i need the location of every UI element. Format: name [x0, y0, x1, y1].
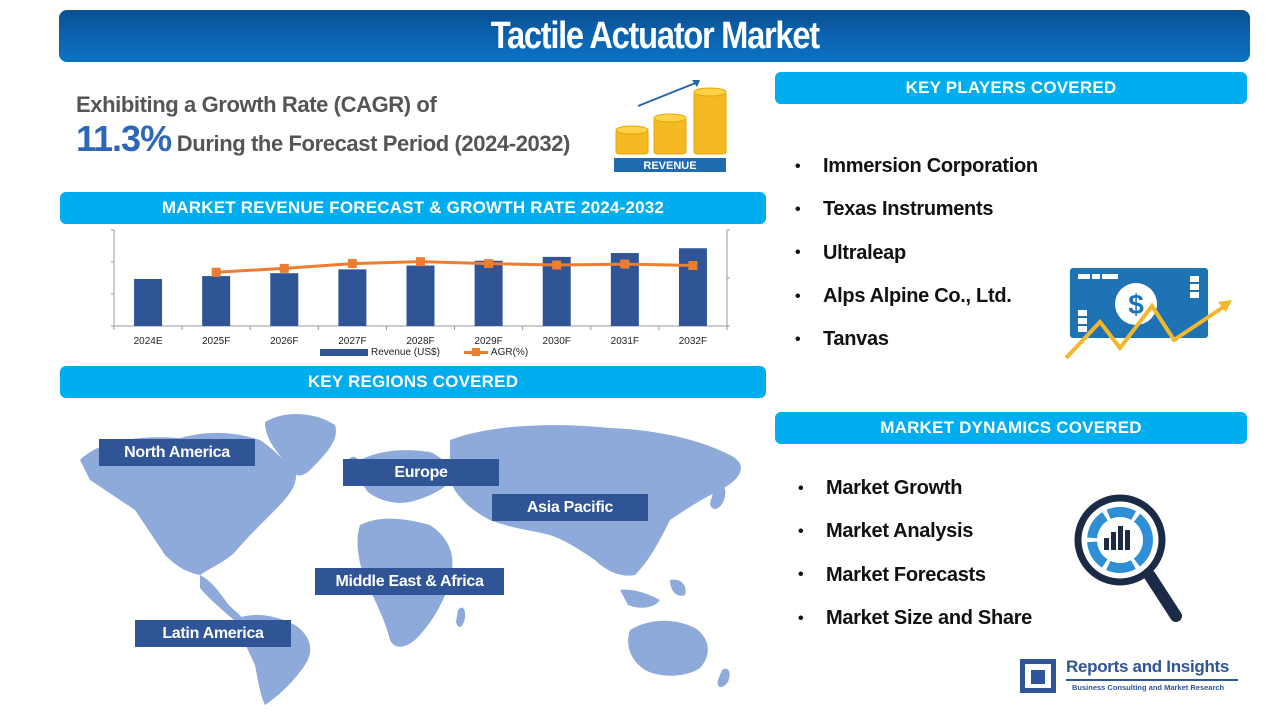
- player-item: • Texas Instruments: [795, 198, 994, 221]
- players-list: • Immersion Corporation • Texas Instrument…: [795, 145, 1038, 361]
- chart-bar: [338, 269, 367, 326]
- x-axis-label: 2024E: [133, 336, 163, 347]
- revenue-coins-icon: REVENUE: [614, 80, 727, 172]
- legend-agr: AGR(%): [463, 347, 528, 358]
- dynamics-item: • Market Size and Share: [798, 607, 1033, 630]
- chart-legend: Revenue (US$) AGR(%): [320, 347, 528, 358]
- player-item: • Alps Alpine Co., Ltd.: [795, 285, 1012, 308]
- logo-divider: [1066, 679, 1238, 681]
- chart-line-marker: [552, 260, 562, 270]
- legend-revenue: Revenue (US$): [320, 347, 440, 358]
- dynamics-item: • Market Growth: [798, 477, 963, 500]
- cagr-value: 11.3%: [76, 118, 172, 159]
- svg-text:$: $: [1128, 289, 1144, 320]
- x-axis-label: 2032F: [678, 336, 708, 347]
- player-item: • Ultraleap: [795, 241, 906, 264]
- player-item: • Tanvas: [795, 328, 889, 351]
- legend-line-swatch: [463, 348, 488, 356]
- money-growth-icon: $: [1064, 268, 1232, 360]
- chart-line-marker: [211, 267, 221, 277]
- dynamics-list: • Market Growth • Market Analysis • Market …: [798, 467, 1032, 640]
- region-latin-america: Latin America: [135, 620, 291, 647]
- company-logo: Reports and Insights Business Consulting…: [1020, 657, 1240, 697]
- chart-bar: [406, 265, 435, 326]
- chart-line-marker: [620, 259, 630, 269]
- cagr-suffix: During the Forecast Period (2024-2032): [171, 131, 571, 156]
- chart-bar: [202, 276, 231, 326]
- x-axis-label: 2028F: [406, 336, 435, 347]
- x-axis-label: 2025F: [201, 336, 231, 347]
- x-axis-label: 2027F: [338, 336, 367, 347]
- region-europe: Europe: [343, 459, 499, 486]
- revenue-forecast-chart: 2024E 2025F 2026F 2027F 2028F 2029F 2030F 2031F…: [100, 226, 750, 360]
- chart-bar: [474, 260, 503, 326]
- forecast-section-header: MARKET REVENUE FORECAST & GROWTH RATE 20…: [60, 192, 766, 224]
- cagr-prefix: Exhibiting a Growth Rate (CAGR) of: [76, 92, 437, 117]
- title-bar: Tactile Actuator Market: [59, 10, 1250, 62]
- x-axis-label: 2031F: [610, 336, 639, 347]
- cagr-statement: Exhibiting a Growth Rate (CAGR) of 11.3%…: [76, 88, 596, 161]
- magnifier-analytics-icon: [1074, 494, 1182, 622]
- chart-bar: [678, 248, 707, 326]
- page-title: Tactile Actuator Market: [490, 14, 819, 57]
- region-middle-east-africa: Middle East & Africa: [315, 568, 504, 595]
- chart-line-marker: [347, 259, 357, 269]
- logo-mark-icon: [1020, 659, 1056, 693]
- region-asia-pacific: Asia Pacific: [492, 494, 648, 521]
- chart-x-axis-labels: 2024E 2025F 2026F 2027F 2028F 2029F 2030F 2031F…: [114, 336, 727, 347]
- region-north-america: North America: [99, 439, 255, 466]
- dynamics-section-header: MARKET DYNAMICS COVERED: [775, 412, 1247, 444]
- logo-tagline: Business Consulting and Market Research: [1072, 683, 1225, 692]
- dynamics-item: • Market Forecasts: [798, 563, 986, 586]
- x-axis-label: 2030F: [542, 336, 571, 347]
- chart-plot-area: [111, 229, 730, 330]
- chart-bar: [134, 278, 163, 326]
- chart-line-marker: [484, 259, 494, 269]
- svg-text:REVENUE: REVENUE: [643, 160, 696, 172]
- chart-line-marker: [279, 263, 289, 273]
- players-section-header: KEY PLAYERS COVERED: [775, 72, 1247, 104]
- dynamics-item: • Market Analysis: [798, 520, 974, 543]
- player-item: • Immersion Corporation: [795, 155, 1038, 178]
- x-axis-label: 2026F: [270, 336, 299, 347]
- regions-section-header: KEY REGIONS COVERED: [60, 366, 766, 398]
- chart-bar: [270, 273, 299, 326]
- chart-line-marker: [416, 257, 425, 267]
- logo-name: Reports and Insights: [1066, 657, 1230, 676]
- legend-bar-swatch: [320, 349, 368, 356]
- x-axis-label: 2029F: [474, 336, 503, 347]
- chart-line-marker: [688, 261, 698, 271]
